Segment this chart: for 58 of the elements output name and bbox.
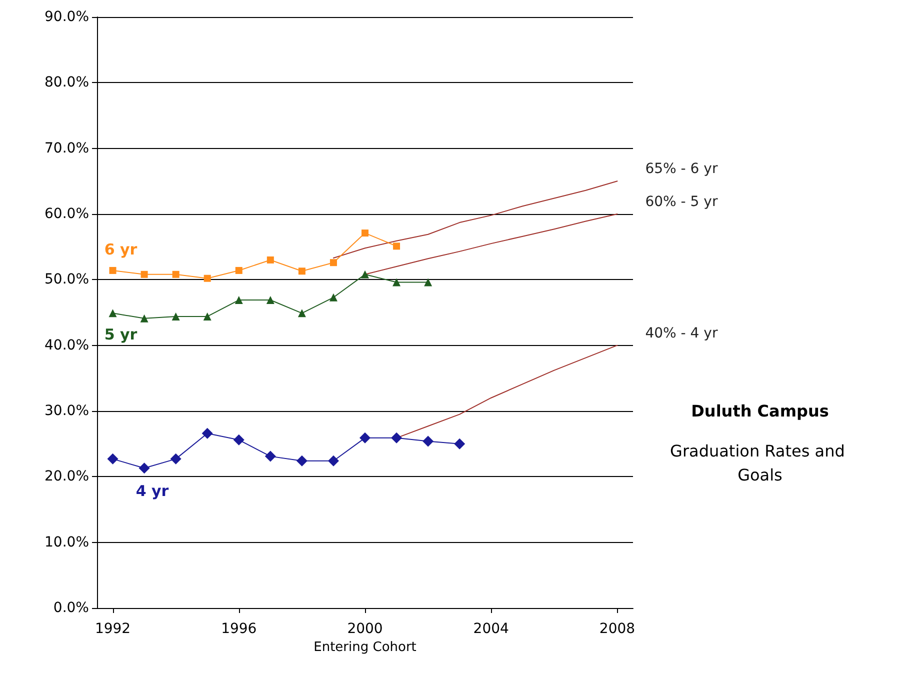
point: [393, 242, 400, 250]
point: [234, 296, 243, 304]
point: [391, 432, 402, 444]
x-tick-label: 2008: [599, 621, 636, 637]
y-tick-label: 50.0%: [44, 272, 89, 288]
text: 40% - 4 yr: [645, 325, 718, 342]
point: [266, 256, 274, 264]
text: 60% - 5 yr: [645, 194, 718, 210]
x-axis-title: Entering Cohort: [314, 640, 416, 655]
point: [424, 278, 432, 286]
text: Duluth Campus: [691, 402, 829, 420]
point: [109, 266, 116, 274]
y-tick-label: 60.0%: [44, 206, 89, 222]
point: [329, 293, 338, 302]
y-tick-label: 80.0%: [44, 74, 89, 91]
point: [170, 453, 182, 464]
point: [138, 462, 150, 474]
y-tick-label: 0.0%: [53, 600, 89, 616]
point: [330, 259, 337, 266]
point: [264, 450, 276, 462]
point: [454, 438, 466, 450]
point: [392, 278, 401, 286]
point: [362, 230, 368, 237]
point: [140, 270, 148, 278]
y-tick-label: 20.0%: [44, 468, 89, 485]
y-tick-label: 10.0%: [44, 534, 89, 550]
point: [172, 312, 180, 320]
point: [233, 434, 244, 446]
point: [108, 309, 117, 318]
point: [235, 266, 242, 274]
point: [296, 455, 308, 466]
y-tick-label: 70.0%: [44, 140, 89, 156]
x-tick-label: 1996: [221, 621, 257, 637]
series-label: 4 yr: [136, 482, 170, 500]
y-tick-label: 90.0%: [44, 9, 89, 25]
x-tick-label: 2004: [473, 621, 510, 637]
y-tick-label: 30.0%: [44, 403, 89, 419]
x-tick-label: 2000: [347, 621, 383, 637]
point: [204, 274, 211, 282]
series-label: 5 yr: [104, 326, 138, 344]
point: [422, 436, 434, 447]
line-series: [332, 180, 618, 258]
point: [107, 453, 118, 464]
y-tick-label: 40.0%: [44, 337, 89, 354]
point: [203, 312, 212, 320]
text: 65% - 6 yr: [645, 161, 718, 178]
x-tick-label: 1992: [94, 621, 131, 637]
point: [360, 432, 370, 444]
point: [172, 270, 180, 278]
point: [140, 314, 148, 322]
point: [298, 309, 306, 318]
point: [361, 270, 369, 278]
point: [298, 268, 306, 275]
point: [266, 296, 274, 304]
point: [328, 455, 339, 466]
point: [202, 428, 213, 439]
text: Graduation Rates and Goals: [670, 442, 850, 484]
series-label: 6 yr: [104, 240, 138, 258]
